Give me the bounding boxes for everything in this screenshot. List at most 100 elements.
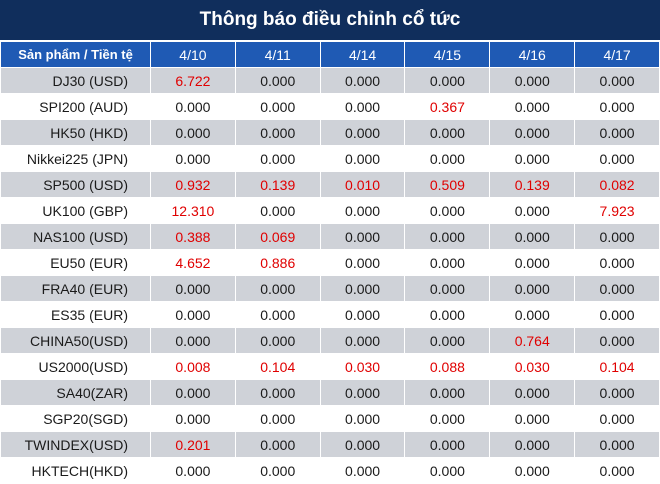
dividend-value-cell: 4.652	[150, 249, 236, 276]
dividend-value-cell: 0.000	[574, 405, 660, 432]
dividend-value-cell: 0.000	[404, 457, 491, 484]
column-header-date: 4/14	[319, 41, 406, 68]
column-header-product: Sản phẩm / Tiền tệ	[0, 41, 151, 68]
dividend-value-cell: 0.000	[489, 197, 576, 224]
dividend-value-cell: 0.000	[319, 457, 406, 484]
dividend-value-cell: 0.030	[489, 353, 576, 380]
product-name-cell: SP500 (USD)	[0, 171, 151, 198]
product-name-cell: HKTECH(HKD)	[0, 457, 151, 484]
product-name-cell: UK100 (GBP)	[0, 197, 151, 224]
dividend-value-cell: 0.000	[489, 119, 576, 146]
dividend-value-cell: 0.000	[404, 145, 491, 172]
dividend-value-cell: 0.000	[234, 379, 321, 406]
dividend-value-cell: 0.000	[319, 249, 406, 276]
dividend-value-cell: 0.000	[574, 67, 660, 94]
dividend-value-cell: 0.000	[489, 275, 576, 302]
dividend-value-cell: 0.000	[319, 301, 406, 328]
dividend-value-cell: 0.000	[574, 223, 660, 250]
dividend-value-cell: 0.000	[234, 405, 321, 432]
dividend-value-cell: 0.000	[234, 93, 321, 120]
dividend-value-cell: 0.000	[319, 119, 406, 146]
table-row: SPI200 (AUD) 0.000 0.000 0.000 0.367 0.000 0.0…	[0, 93, 660, 120]
product-name-cell: US2000(USD)	[0, 353, 151, 380]
dividend-value-cell: 0.008	[150, 353, 236, 380]
dividend-value-cell: 0.000	[404, 275, 491, 302]
column-header-date: 4/16	[489, 41, 576, 68]
dividend-value-cell: 0.082	[574, 171, 660, 198]
dividend-value-cell: 0.000	[234, 145, 321, 172]
dividend-value-cell: 0.000	[150, 93, 236, 120]
column-header-date: 4/15	[404, 41, 491, 68]
dividend-value-cell: 0.000	[234, 197, 321, 224]
dividend-value-cell: 0.000	[404, 379, 491, 406]
dividend-value-cell: 0.139	[489, 171, 576, 198]
dividend-value-cell: 0.932	[150, 171, 236, 198]
dividend-value-cell: 0.000	[404, 327, 491, 354]
dividend-value-cell: 0.000	[234, 431, 321, 458]
dividend-value-cell: 0.367	[404, 93, 491, 120]
dividend-value-cell: 0.000	[150, 327, 236, 354]
dividend-value-cell: 0.000	[404, 197, 491, 224]
dividend-value-cell: 0.000	[574, 431, 660, 458]
dividend-value-cell: 0.030	[319, 353, 406, 380]
dividend-value-cell: 0.000	[404, 431, 491, 458]
dividend-value-cell: 0.000	[150, 145, 236, 172]
dividend-value-cell: 0.000	[319, 93, 406, 120]
dividend-value-cell: 0.000	[404, 249, 491, 276]
table-row: EU50 (EUR) 4.652 0.886 0.000 0.000 0.000 0.000	[0, 249, 660, 276]
dividend-value-cell: 6.722	[150, 67, 236, 94]
dividend-value-cell: 0.000	[574, 379, 660, 406]
table-row: DJ30 (USD) 6.722 0.000 0.000 0.000 0.000 0.000	[0, 67, 660, 94]
page-title: Thông báo điều chỉnh cổ tức	[0, 0, 660, 41]
dividend-value-cell: 0.000	[574, 93, 660, 120]
dividend-value-cell: 0.000	[150, 405, 236, 432]
dividend-value-cell: 0.000	[150, 275, 236, 302]
table-row: SP500 (USD) 0.932 0.139 0.010 0.509 0.139 0.08…	[0, 171, 660, 198]
dividend-value-cell: 0.000	[319, 223, 406, 250]
table-row: US2000(USD) 0.008 0.104 0.030 0.088 0.030 0.10…	[0, 353, 660, 380]
dividend-value-cell: 0.000	[574, 301, 660, 328]
dividend-value-cell: 0.509	[404, 171, 491, 198]
dividend-value-cell: 0.000	[234, 275, 321, 302]
dividend-table: Sản phẩm / Tiền tệ 4/10 4/11 4/14 4/15 4…	[0, 41, 660, 484]
dividend-value-cell: 0.000	[574, 457, 660, 484]
dividend-value-cell: 0.000	[319, 67, 406, 94]
table-row: SGP20(SGD) 0.000 0.000 0.000 0.000 0.000 0.000	[0, 405, 660, 432]
dividend-value-cell: 0.139	[234, 171, 321, 198]
dividend-value-cell: 0.010	[319, 171, 406, 198]
dividend-value-cell: 0.000	[150, 119, 236, 146]
dividend-value-cell: 12.310	[150, 197, 236, 224]
dividend-value-cell: 0.000	[234, 457, 321, 484]
dividend-value-cell: 0.000	[404, 405, 491, 432]
product-name-cell: SPI200 (AUD)	[0, 93, 151, 120]
dividend-value-cell: 0.000	[489, 67, 576, 94]
column-header-date: 4/10	[150, 41, 236, 68]
dividend-value-cell: 0.000	[489, 457, 576, 484]
dividend-value-cell: 0.000	[150, 379, 236, 406]
product-name-cell: ES35 (EUR)	[0, 301, 151, 328]
dividend-value-cell: 0.000	[150, 457, 236, 484]
product-name-cell: HK50 (HKD)	[0, 119, 151, 146]
dividend-value-cell: 0.000	[574, 119, 660, 146]
dividend-value-cell: 0.104	[234, 353, 321, 380]
table-row: HK50 (HKD) 0.000 0.000 0.000 0.000 0.000 0.000	[0, 119, 660, 146]
dividend-value-cell: 0.000	[404, 223, 491, 250]
product-name-cell: SGP20(SGD)	[0, 405, 151, 432]
table-row: Nikkei225 (JPN) 0.000 0.000 0.000 0.000 0.000…	[0, 145, 660, 172]
product-name-cell: EU50 (EUR)	[0, 249, 151, 276]
dividend-value-cell: 0.069	[234, 223, 321, 250]
table-row: UK100 (GBP) 12.310 0.000 0.000 0.000 0.000 7.9…	[0, 197, 660, 224]
dividend-value-cell: 0.000	[234, 119, 321, 146]
table-row: NAS100 (USD) 0.388 0.069 0.000 0.000 0.000 0.0…	[0, 223, 660, 250]
product-name-cell: SA40(ZAR)	[0, 379, 151, 406]
dividend-value-cell: 0.000	[489, 405, 576, 432]
dividend-value-cell: 0.000	[150, 301, 236, 328]
dividend-value-cell: 0.000	[319, 431, 406, 458]
dividend-value-cell: 0.000	[489, 431, 576, 458]
dividend-value-cell: 0.000	[489, 249, 576, 276]
dividend-value-cell: 0.000	[234, 67, 321, 94]
dividend-value-cell: 0.000	[319, 145, 406, 172]
dividend-value-cell: 0.000	[574, 327, 660, 354]
dividend-value-cell: 0.000	[234, 327, 321, 354]
table-row: SA40(ZAR) 0.000 0.000 0.000 0.000 0.000 0.000	[0, 379, 660, 406]
